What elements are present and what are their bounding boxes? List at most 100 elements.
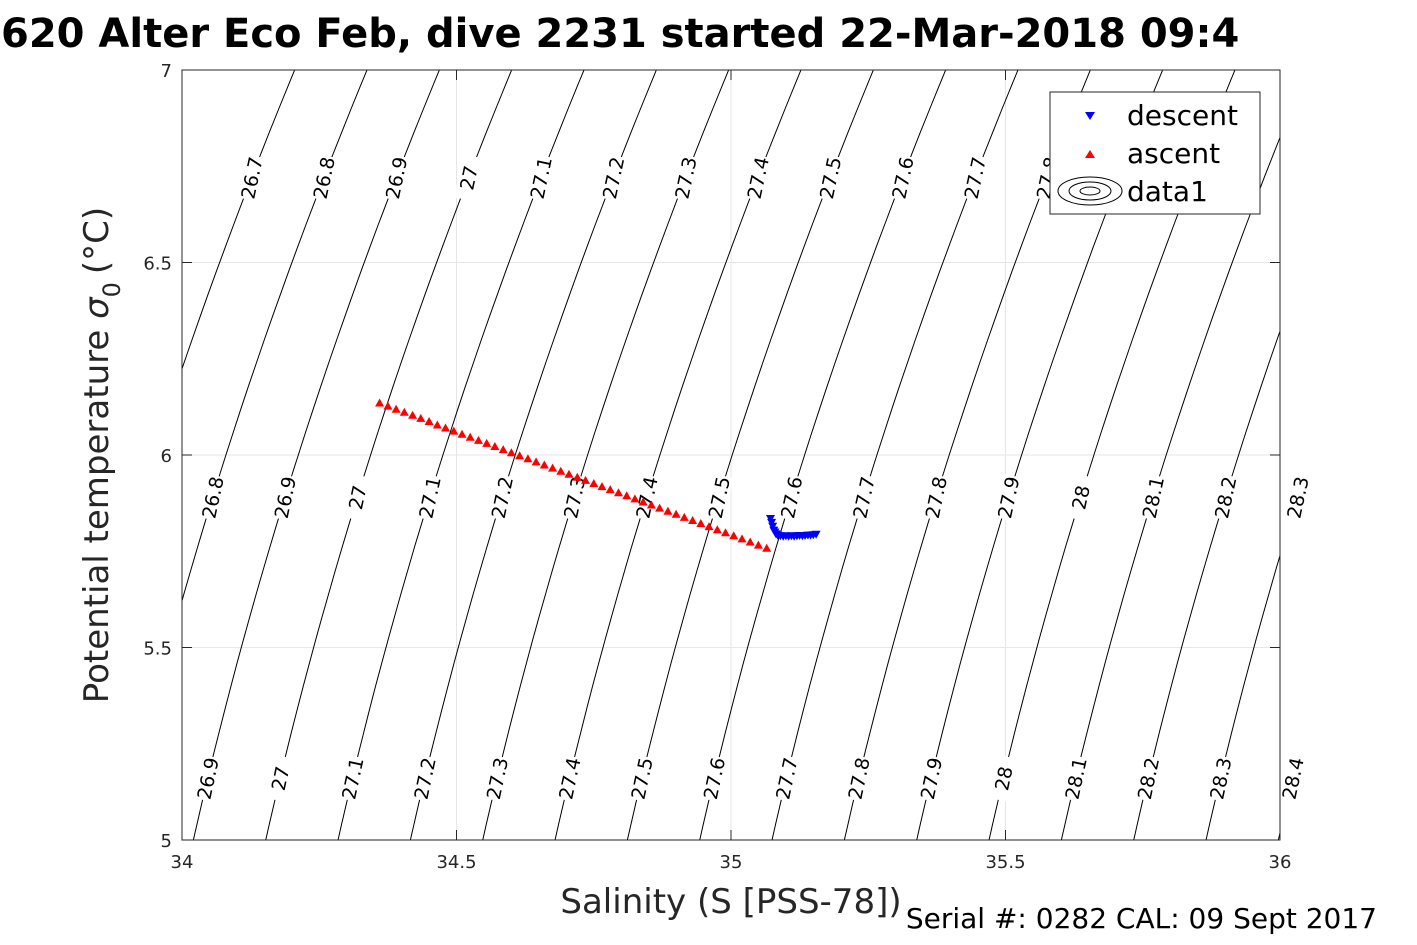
contour-label-bg xyxy=(772,754,801,802)
contour-label-bg xyxy=(555,754,584,802)
contour-label-bg xyxy=(265,754,295,802)
ascent-point xyxy=(630,494,640,503)
ascent-point xyxy=(457,429,467,438)
y-tick-label: 5.5 xyxy=(143,639,172,660)
contour-label-bg xyxy=(699,754,729,802)
legend-ascent-marker xyxy=(1085,150,1095,158)
ascent-point xyxy=(441,423,450,432)
ascent-point xyxy=(581,475,590,484)
ascent-point xyxy=(482,438,492,447)
series-ascent xyxy=(375,398,772,552)
ascent-point xyxy=(679,512,689,521)
ascent-point xyxy=(449,426,459,435)
legend-descent-label: descent xyxy=(1127,99,1238,132)
contour-label-bg xyxy=(526,154,556,202)
contour-label-bg xyxy=(989,754,1018,802)
legend-contour-icon xyxy=(1057,176,1123,206)
isopycnal-line xyxy=(182,70,368,603)
contour-label-bg xyxy=(482,754,512,802)
data-series xyxy=(375,398,821,552)
contour-label-group: 28.4 xyxy=(1278,754,1309,802)
ascent-point xyxy=(589,479,599,487)
contour-label-bg xyxy=(598,154,628,202)
x-tick-label: 34.5 xyxy=(436,852,476,873)
contour-label-bg xyxy=(1133,754,1163,802)
ascent-point xyxy=(572,472,582,481)
contour-label: 28.4 xyxy=(1279,756,1309,802)
contour-label-bg xyxy=(193,754,223,802)
contour-label-bg xyxy=(916,754,946,802)
contour-label: 27 xyxy=(268,764,295,792)
contour-label-bg xyxy=(487,473,517,521)
contour-label-group: 27.2 xyxy=(487,473,518,521)
ascent-point xyxy=(712,525,722,534)
ascent-point xyxy=(614,488,623,497)
contour-label-bg xyxy=(993,473,1023,521)
ascent-point xyxy=(688,516,698,524)
ascent-point xyxy=(506,448,516,457)
y-axis-label-symbol: σ xyxy=(77,296,117,319)
ascent-point xyxy=(539,460,549,469)
ascent-point xyxy=(753,540,763,549)
ascent-point xyxy=(762,543,772,552)
contour-label-bg xyxy=(1061,754,1091,802)
chart-title: 620 Alter Eco Feb, dive 2231 started 22-… xyxy=(1,11,1239,57)
ascent-point xyxy=(548,463,558,472)
contour-label-bg xyxy=(844,754,874,802)
contour-label-group: 27 xyxy=(265,754,295,802)
contour-label-bg xyxy=(1210,473,1240,521)
serial-cal-note: Serial #: 0282 CAL: 09 Sept 2017 xyxy=(906,902,1377,935)
contour-label-bg xyxy=(1206,754,1235,802)
contour-label: 28 xyxy=(991,764,1018,792)
contour-label: 27 xyxy=(345,483,372,511)
ascent-point xyxy=(375,398,385,407)
contour-label-group: 27 xyxy=(342,473,372,521)
descent-point xyxy=(811,530,821,539)
y-axis-label-group: Potential temperature σ0 (°C) xyxy=(77,207,126,703)
y-axis-label-unit: (°C) xyxy=(77,207,117,274)
ascent-point xyxy=(696,519,706,527)
x-tick-label: 34 xyxy=(171,852,194,873)
contour-label-bg xyxy=(237,154,266,202)
contour-label-group: 28 xyxy=(989,754,1018,802)
contour-label-group: 26.7 xyxy=(237,154,268,202)
contour-label-bg xyxy=(410,754,440,802)
contour-label-bg xyxy=(888,154,917,202)
contour-label-group: 26.9 xyxy=(270,473,301,521)
ascent-point xyxy=(556,466,566,475)
ascent-point xyxy=(622,491,632,500)
ascent-point xyxy=(646,500,656,509)
contour-label-group: 27.5 xyxy=(627,754,658,802)
contour-label-bg xyxy=(338,754,367,802)
y-tick-label: 5 xyxy=(161,831,172,852)
contour-label-bg xyxy=(671,154,700,202)
isopycnal-line xyxy=(182,70,296,371)
ascent-point xyxy=(408,410,418,419)
x-axis-label: Salinity (S [PSS-78]) xyxy=(560,882,901,922)
contour-label-bg xyxy=(704,473,734,521)
ascent-point xyxy=(597,482,607,491)
ascent-point xyxy=(416,413,426,422)
legend-descent-marker xyxy=(1085,112,1095,120)
axis-ticks: 34 34.5 35 35.5 36 5 5.5 6 6.5 7 xyxy=(143,61,1291,873)
contour-label-bg xyxy=(198,473,227,521)
y-tick-label: 6 xyxy=(161,446,172,467)
ascent-point xyxy=(605,485,615,494)
ascent-point xyxy=(490,442,500,450)
legend-ascent-label: ascent xyxy=(1127,137,1220,170)
x-tick-label: 36 xyxy=(1269,852,1292,873)
ascent-point xyxy=(729,531,739,540)
contour-label-group: 27.6 xyxy=(888,154,919,202)
series-descent xyxy=(766,515,821,541)
y-axis-label: Potential temperature σ0 (°C) xyxy=(77,207,126,703)
y-axis-label-subscript: 0 xyxy=(98,282,126,297)
ascent-point xyxy=(432,420,442,429)
ascent-point xyxy=(655,503,665,512)
ascent-point xyxy=(671,509,681,518)
y-tick-label: 7 xyxy=(161,61,172,82)
x-tick-label: 35 xyxy=(720,852,743,873)
legend-data1-label: data1 xyxy=(1127,175,1208,208)
ascent-point xyxy=(745,537,755,546)
contour-label-bg xyxy=(270,473,300,521)
isopycnal-line xyxy=(1334,0,1417,917)
